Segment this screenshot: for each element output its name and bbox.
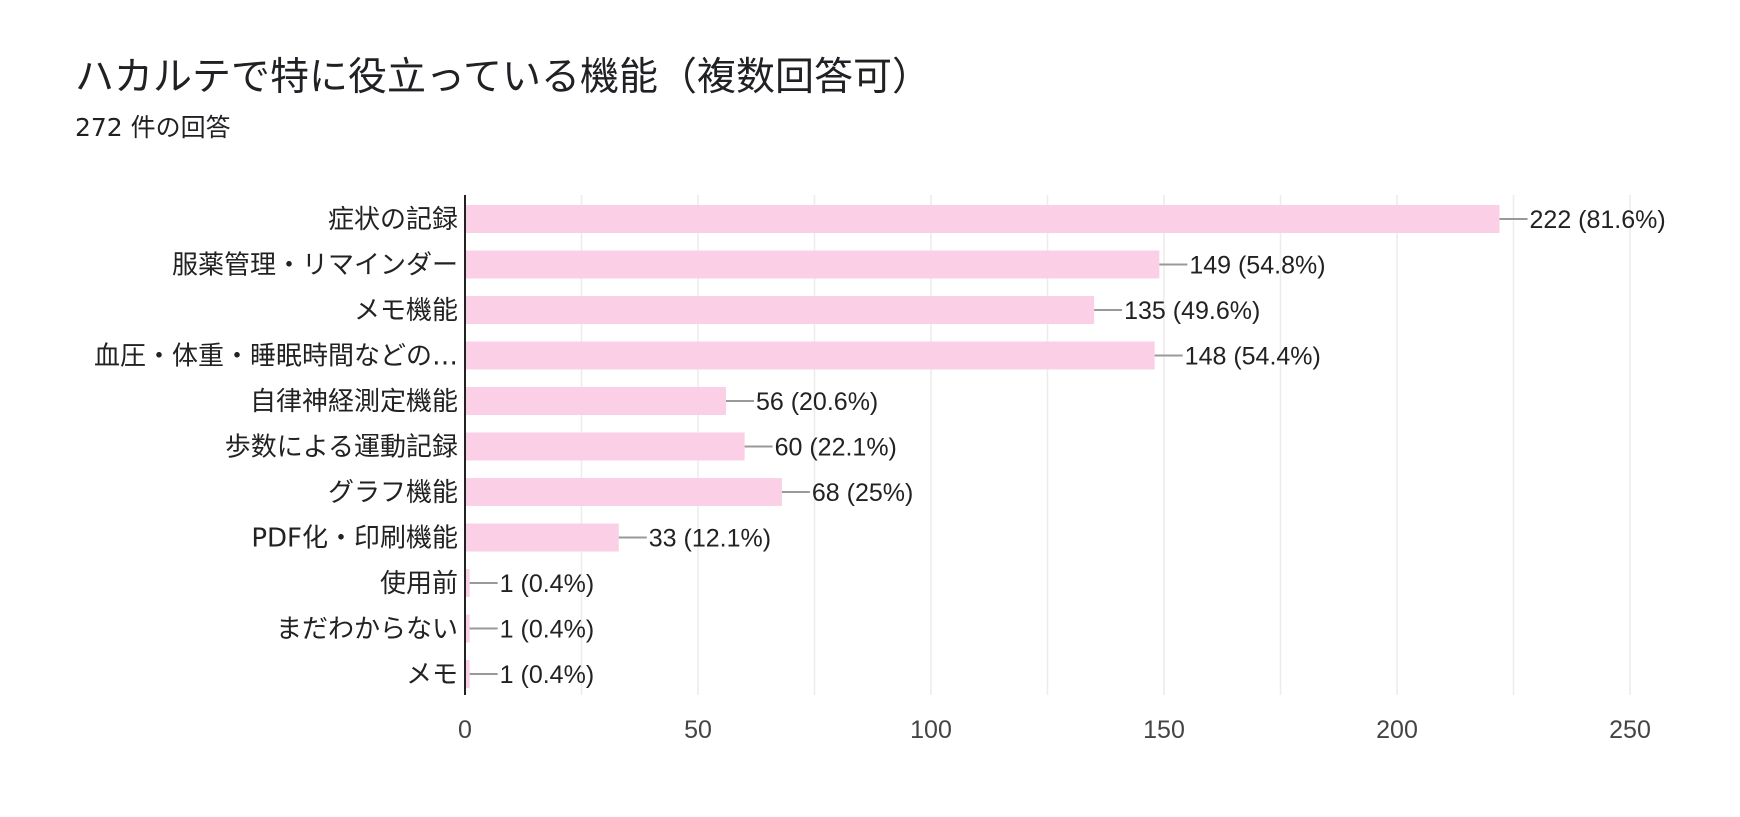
category-label: メモ [406, 660, 458, 690]
x-tick-label: 50 [684, 716, 712, 744]
data-label: 68 (25%) [812, 479, 913, 507]
category-label: 歩数による運動記録 [225, 433, 458, 463]
data-label: 56 (20.6%) [756, 388, 878, 416]
bar [465, 523, 619, 552]
data-label: 148 (54.4%) [1185, 343, 1321, 371]
x-tick-label: 0 [458, 716, 472, 744]
x-tick-label: 250 [1609, 716, 1651, 744]
data-label: 135 (49.6%) [1124, 297, 1260, 325]
data-label: 60 (22.1%) [775, 434, 897, 462]
bar [465, 296, 1095, 324]
category-label: まだわからない [276, 615, 458, 645]
chart-title: ハカルテで特に役立っている機能（複数回答可） [75, 55, 932, 100]
bar [465, 205, 1500, 233]
bar [465, 569, 470, 597]
category-label: 服薬管理・リマインダー [172, 251, 458, 281]
category-label: 使用前 [380, 569, 458, 599]
data-label: 149 (54.8%) [1189, 252, 1325, 280]
x-tick-label: 100 [910, 716, 952, 744]
bar [465, 614, 470, 643]
bar [465, 660, 470, 688]
x-tick-label: 200 [1376, 716, 1418, 744]
bar [465, 432, 745, 461]
category-label: 症状の記録 [328, 205, 458, 235]
data-label: 222 (81.6%) [1530, 206, 1666, 234]
bar [465, 387, 726, 415]
response-count: 272 件の回答 [75, 113, 231, 142]
data-label: 1 (0.4%) [500, 616, 594, 644]
data-label: 33 (12.1%) [649, 525, 771, 553]
category-label: グラフ機能 [328, 478, 458, 508]
bar [465, 478, 782, 506]
bar [465, 250, 1160, 279]
data-label: 1 (0.4%) [500, 661, 594, 689]
bar [465, 341, 1155, 370]
category-label: 血圧・体重・睡眠時間などの… [94, 342, 458, 372]
category-label: 自律神経測定機能 [250, 387, 458, 417]
data-label: 1 (0.4%) [500, 570, 594, 598]
category-label: PDF化・印刷機能 [251, 524, 458, 554]
category-label: メモ機能 [354, 296, 458, 326]
x-tick-label: 150 [1143, 716, 1185, 744]
